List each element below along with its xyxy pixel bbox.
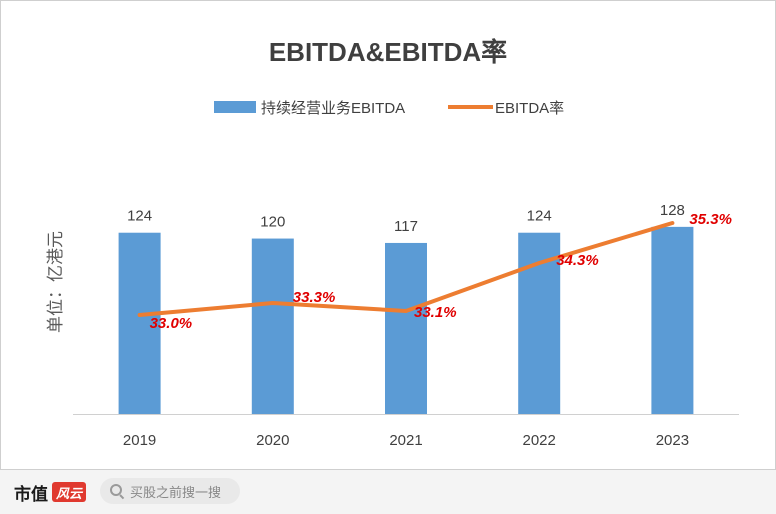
- x-tick-label: 2019: [123, 432, 156, 449]
- line-series: [137, 221, 675, 317]
- line-value-label: 34.3%: [556, 252, 599, 269]
- x-tick-label: 2022: [523, 432, 556, 449]
- bar-value-label: 124: [127, 208, 152, 225]
- chart-title: EBITDA&EBITDA率: [269, 37, 507, 67]
- x-tick-label: 2020: [256, 432, 289, 449]
- brand-logo-icon: 风云: [52, 482, 86, 502]
- chart-frame: EBITDA&EBITDA率持续经营业务EBITDA EBITDA率单位：亿港元 1…: [0, 0, 776, 470]
- bar-value-label: 120: [260, 214, 285, 231]
- footer: 市值 风云 买股之前搜一搜: [0, 470, 776, 514]
- bar-value-label: 117: [394, 218, 418, 235]
- bar-value-label: 124: [527, 208, 552, 225]
- bar: [118, 232, 161, 414]
- bar: [651, 226, 694, 414]
- brand-text: 市值: [14, 484, 48, 505]
- bar: [251, 238, 294, 414]
- x-tick-label: 2021: [389, 432, 422, 449]
- line-value-label: 33.0%: [150, 315, 193, 332]
- search-box[interactable]: 买股之前搜一搜: [100, 478, 240, 504]
- search-placeholder: 买股之前搜一搜: [130, 484, 222, 500]
- search-icon: [110, 484, 124, 498]
- bar-value-label: 128: [660, 202, 685, 219]
- line-value-label: 33.3%: [293, 289, 336, 306]
- legend-label-bar: 持续经营业务EBITDA: [261, 100, 405, 117]
- x-tick-label: 2023: [656, 432, 689, 449]
- line-value-label: 33.1%: [414, 304, 457, 321]
- y-axis-label: 单位：亿港元: [46, 231, 65, 333]
- legend-swatch-bar: [214, 101, 256, 113]
- line-value-label: 35.3%: [689, 211, 732, 228]
- legend-label-line: EBITDA率: [495, 100, 564, 117]
- bar: [385, 242, 427, 414]
- brand[interactable]: 市值 风云: [14, 480, 86, 505]
